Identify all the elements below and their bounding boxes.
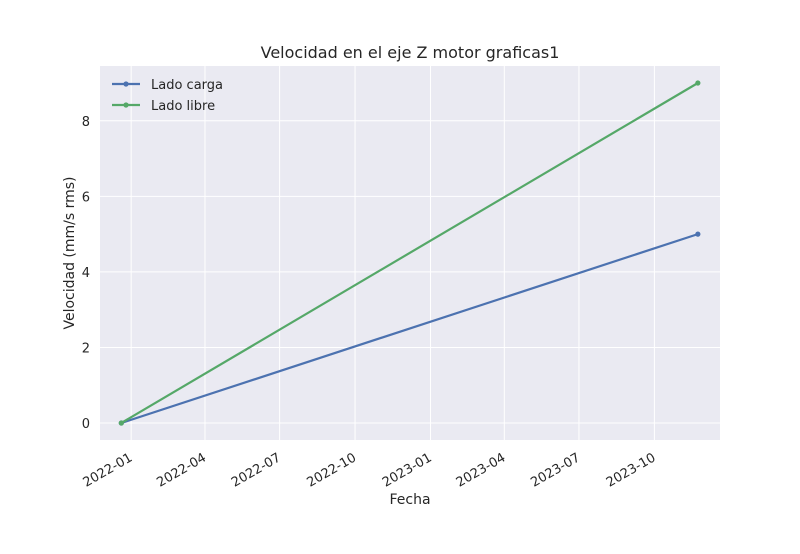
data-point — [695, 231, 701, 237]
x-tick-label: 2022-04 — [154, 450, 209, 490]
y-tick-label: 8 — [82, 115, 90, 130]
series-lines — [118, 80, 701, 426]
chart-title: Velocidad en el eje Z motor graficas1 — [261, 43, 560, 62]
x-tick-label: 2023-10 — [604, 450, 659, 490]
legend: Lado carga Lado libre — [112, 78, 223, 114]
legend-label: Lado carga — [151, 78, 223, 93]
y-tick-label: 2 — [82, 341, 90, 356]
y-tick-label: 0 — [82, 417, 90, 432]
y-axis-label: Velocidad (mm/s rms) — [62, 176, 78, 329]
x-tick-label: 2022-10 — [305, 450, 360, 490]
data-point — [695, 80, 701, 86]
legend-label: Lado libre — [151, 99, 215, 114]
x-tick-label: 2023-04 — [454, 450, 509, 490]
y-tick-label: 4 — [82, 266, 90, 281]
x-axis-ticks: 2022-01 2022-04 2022-07 2022-10 2023-01 2023-… — [81, 450, 659, 490]
legend-marker — [123, 81, 129, 87]
x-tick-label: 2023-07 — [528, 450, 583, 490]
x-tick-label: 2023-01 — [380, 450, 435, 490]
series-line — [120, 233, 699, 425]
grid-lines — [100, 66, 720, 440]
x-tick-label: 2022-07 — [229, 450, 284, 490]
data-point — [118, 420, 124, 426]
y-axis-ticks: 0 2 4 6 8 — [82, 115, 90, 432]
y-tick-label: 6 — [82, 190, 90, 205]
series-line — [120, 81, 699, 425]
x-axis-label: Fecha — [389, 492, 430, 508]
x-tick-label: 2022-01 — [81, 450, 136, 490]
legend-marker — [123, 102, 129, 108]
